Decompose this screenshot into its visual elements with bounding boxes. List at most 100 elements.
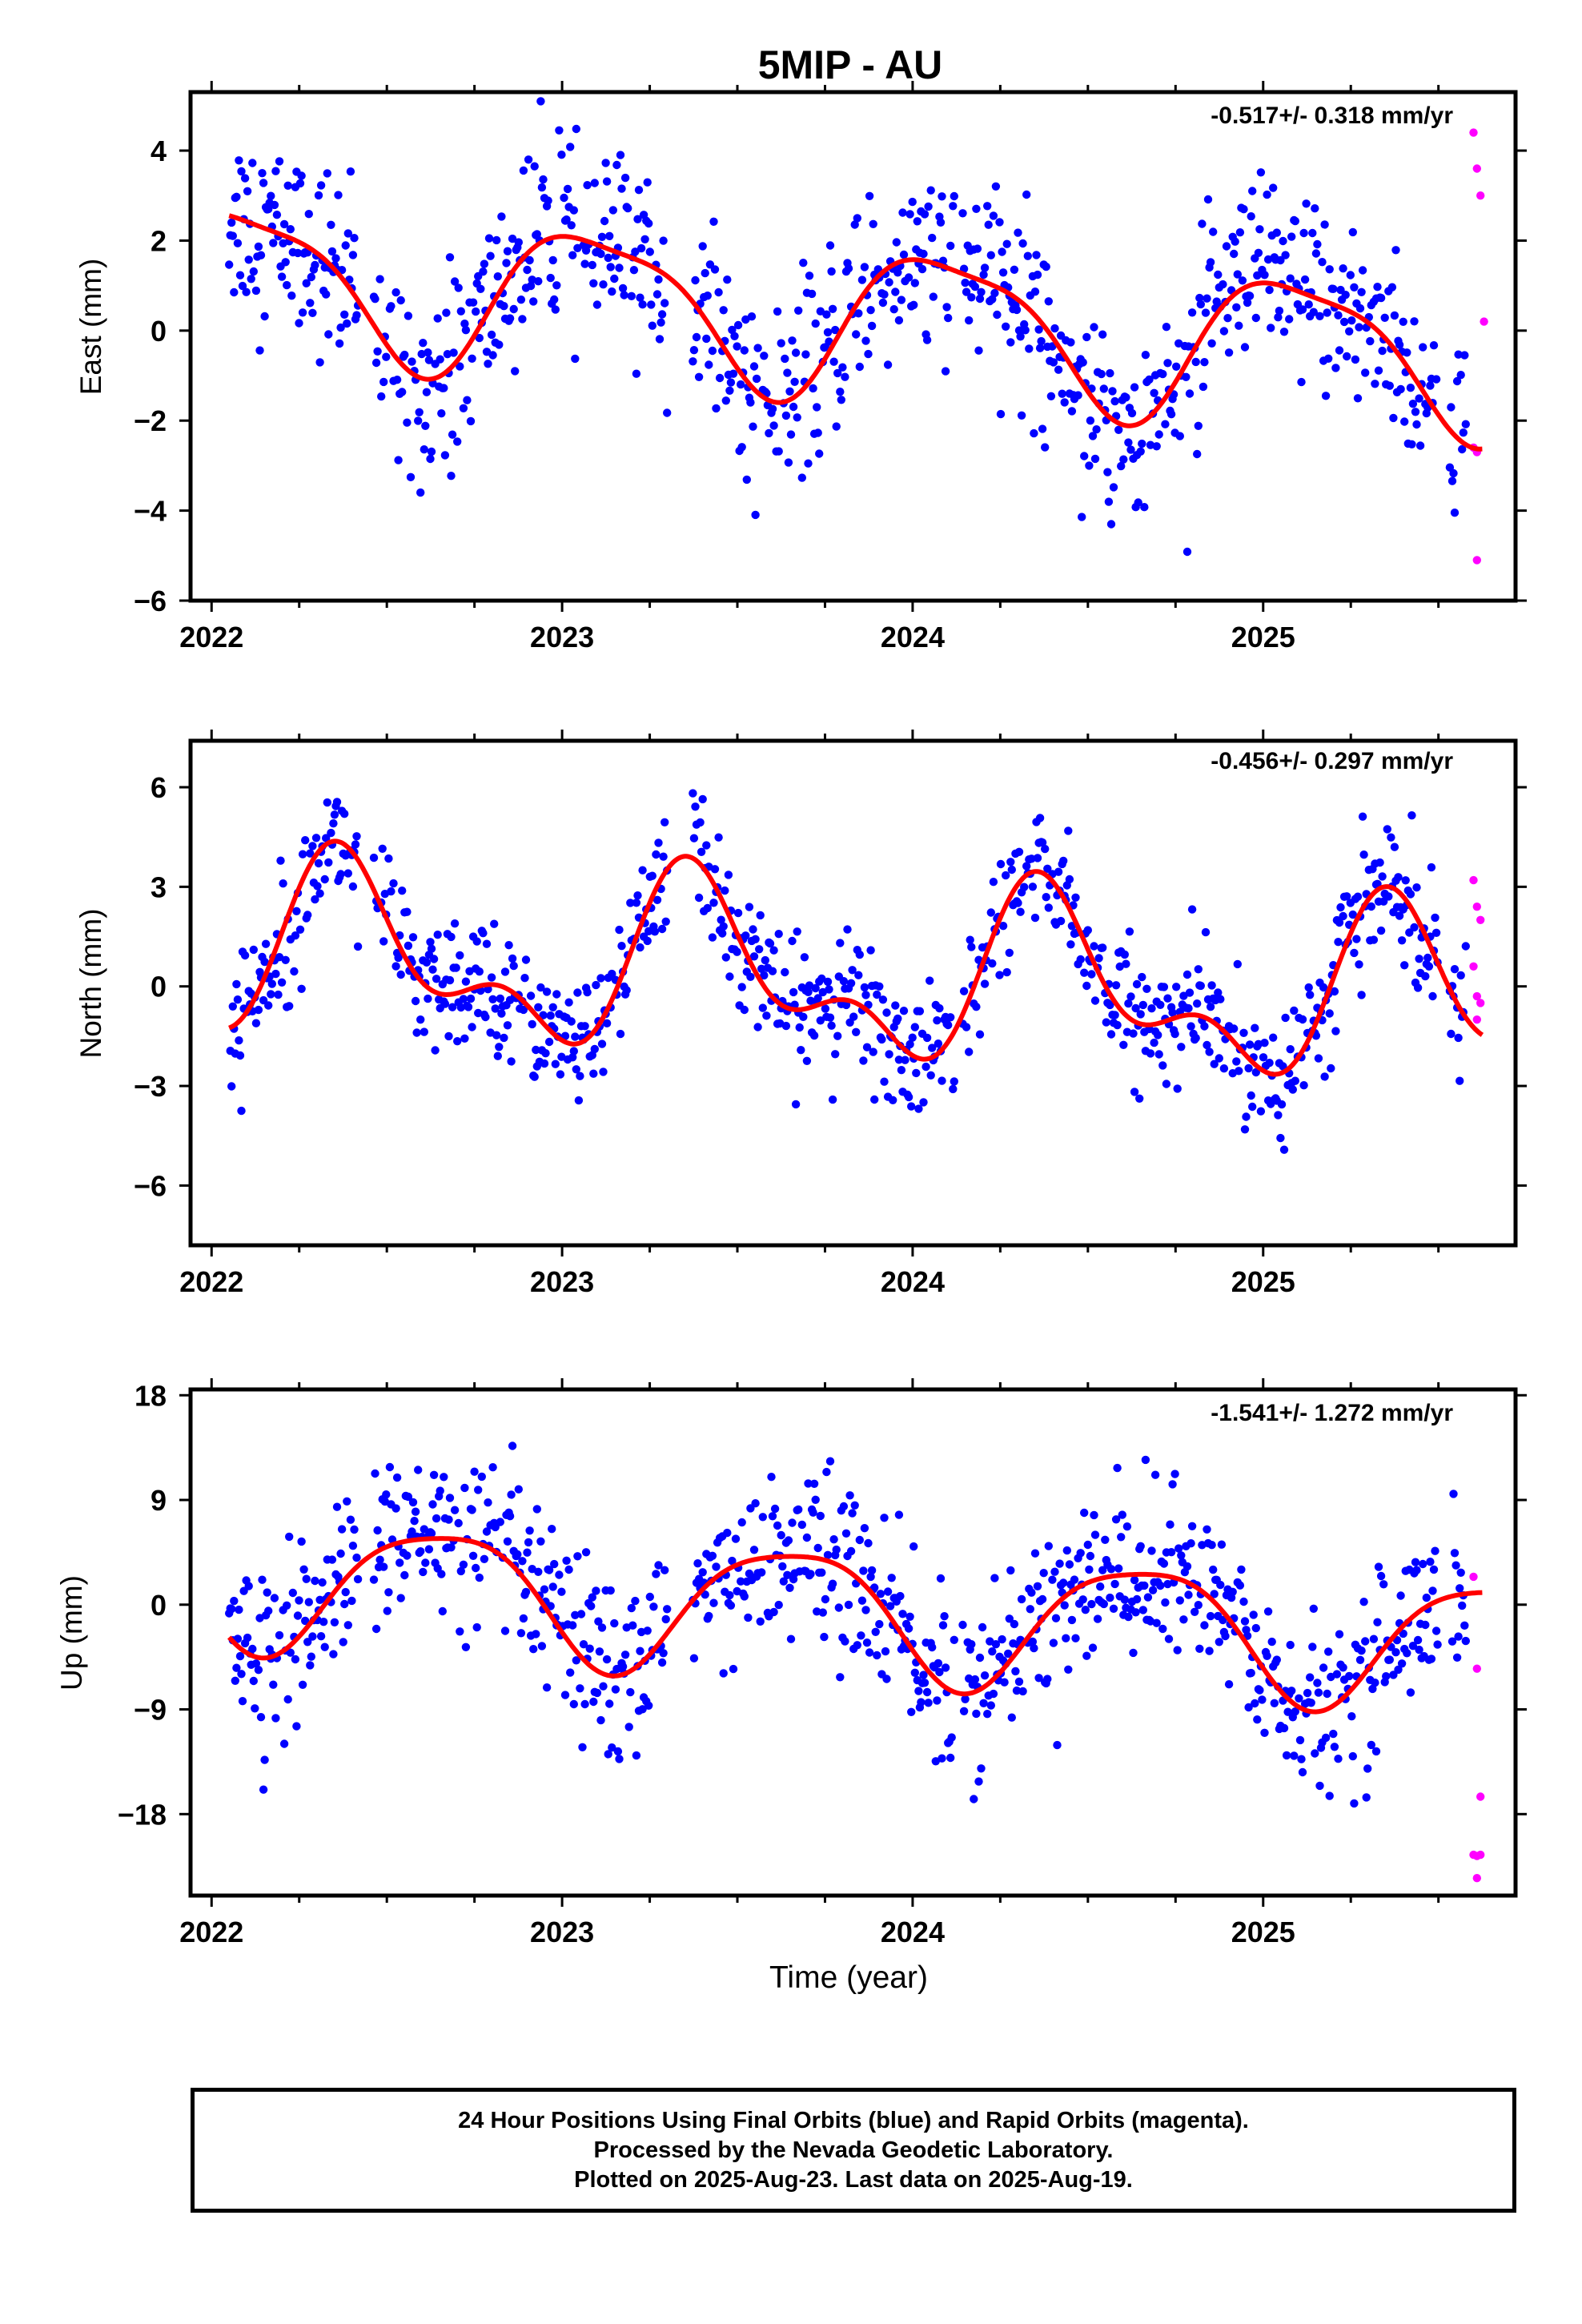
- up-final-point: [1027, 1588, 1036, 1597]
- up-rate-label: -1.541+/- 1.272 mm/yr: [1211, 1400, 1453, 1426]
- east-final-point: [514, 238, 523, 247]
- north-final-point: [448, 1003, 457, 1011]
- up-final-point: [1263, 1651, 1271, 1660]
- east-final-point: [445, 253, 455, 262]
- up-final-point: [580, 1699, 589, 1709]
- north-final-point: [790, 1000, 799, 1009]
- north-final-point: [495, 1043, 504, 1051]
- east-final-point: [228, 231, 237, 240]
- east-final-point: [1122, 393, 1130, 402]
- east-final-point: [1276, 255, 1285, 265]
- north-final-point: [351, 840, 360, 849]
- up-final-point: [983, 1710, 992, 1719]
- east-final-point: [258, 169, 267, 178]
- east-final-point: [391, 287, 400, 297]
- east-final-point: [709, 217, 718, 226]
- north-y-tick-label: 3: [151, 870, 167, 903]
- up-final-point: [1286, 1640, 1295, 1650]
- up-final-point: [1082, 1651, 1091, 1660]
- up-final-point: [1129, 1648, 1138, 1658]
- north-final-point: [1130, 1088, 1139, 1096]
- north-final-point: [254, 1005, 263, 1015]
- up-final-point: [797, 1520, 806, 1530]
- up-final-point: [1087, 1599, 1096, 1609]
- up-final-point: [507, 1490, 516, 1499]
- up-final-point: [329, 1650, 338, 1659]
- east-final-point: [1281, 251, 1290, 259]
- north-final-point: [277, 978, 287, 987]
- up-final-point: [862, 1638, 872, 1647]
- up-final-point: [264, 1606, 273, 1615]
- up-final-point: [661, 1614, 670, 1624]
- east-final-point: [281, 258, 290, 267]
- east-final-point: [1460, 351, 1469, 360]
- north-final-point: [1122, 959, 1130, 968]
- up-final-point: [1143, 1593, 1153, 1602]
- east-final-point: [1136, 447, 1145, 456]
- up-final-point: [283, 1695, 292, 1704]
- up-final-point: [1048, 1575, 1057, 1584]
- east-final-point: [655, 335, 665, 344]
- east-final-point: [751, 510, 760, 520]
- east-final-point: [323, 169, 331, 178]
- east-final-point: [996, 409, 1006, 419]
- up-final-point: [828, 1579, 837, 1588]
- east-final-point: [990, 288, 999, 298]
- up-final-point: [990, 1574, 999, 1582]
- east-final-point: [973, 244, 982, 253]
- north-final-point: [487, 973, 496, 982]
- east-final-point: [1127, 408, 1137, 418]
- east-final-point: [334, 191, 343, 199]
- north-final-point: [1456, 971, 1465, 980]
- east-final-point: [1054, 365, 1063, 374]
- north-final-point: [703, 903, 712, 913]
- up-final-point: [749, 1546, 759, 1554]
- north-final-point: [573, 988, 582, 997]
- east-final-point: [1195, 293, 1204, 303]
- east-final-point: [1361, 368, 1370, 377]
- up-final-point: [1324, 1647, 1333, 1656]
- north-final-point: [878, 995, 888, 1004]
- east-final-point: [1034, 325, 1043, 334]
- north-final-point: [1205, 1047, 1214, 1056]
- east-final-point: [1196, 300, 1206, 309]
- north-final-point: [975, 1030, 985, 1039]
- up-final-point: [813, 1543, 822, 1553]
- east-final-point: [1285, 315, 1294, 324]
- up-final-point: [1428, 1586, 1437, 1595]
- up-final-point: [1152, 1618, 1161, 1627]
- north-final-point: [1235, 1067, 1243, 1076]
- east-final-point: [998, 247, 1006, 256]
- up-final-point: [1012, 1686, 1022, 1695]
- east-final-point: [298, 308, 307, 317]
- east-final-point: [484, 360, 492, 368]
- east-final-point: [1066, 338, 1075, 347]
- east-final-point: [926, 186, 935, 195]
- north-final-point: [875, 982, 884, 991]
- up-final-point: [809, 1508, 817, 1517]
- up-final-point: [1345, 1671, 1354, 1681]
- east-final-point: [991, 182, 1001, 191]
- east-final-point: [1347, 316, 1356, 325]
- east-final-point: [497, 212, 506, 221]
- east-final-point: [721, 396, 730, 405]
- north-final-point: [569, 1047, 578, 1055]
- east-final-point: [892, 238, 901, 247]
- east-final-point: [1275, 306, 1284, 316]
- up-final-point: [254, 1666, 263, 1675]
- east-final-point: [922, 336, 932, 344]
- east-final-point: [375, 275, 384, 283]
- north-final-point: [332, 798, 342, 806]
- east-final-point: [1049, 358, 1058, 367]
- east-final-point: [604, 253, 612, 263]
- east-final-point: [519, 166, 528, 175]
- up-final-point: [456, 1566, 465, 1576]
- up-final-point: [576, 1610, 586, 1618]
- east-final-point: [773, 307, 782, 316]
- north-final-point: [1162, 1080, 1171, 1088]
- east-final-point: [657, 310, 667, 319]
- east-final-point: [466, 416, 476, 426]
- east-final-point: [1373, 283, 1382, 292]
- up-final-point: [864, 1538, 873, 1548]
- north-final-point: [1277, 1100, 1287, 1109]
